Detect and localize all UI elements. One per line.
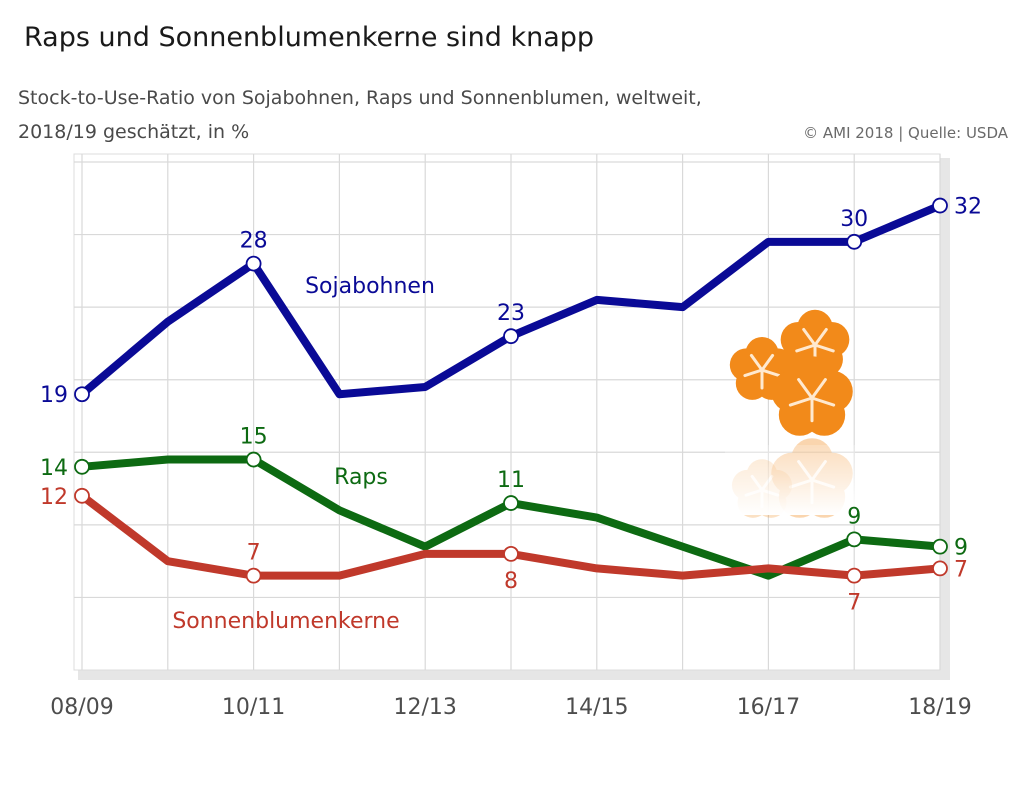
data-point-marker bbox=[503, 328, 519, 345]
chart-subtitle-line-2: 2018/19 geschätzt, in % bbox=[18, 121, 250, 143]
data-label: 15 bbox=[240, 425, 268, 450]
series-name-label: Sonnenblumenkerne bbox=[172, 609, 399, 634]
data-label: 9 bbox=[847, 504, 861, 529]
data-point-marker bbox=[245, 567, 262, 584]
chart-title: Raps und Sonnenblumenkerne sind knapp bbox=[24, 22, 595, 53]
data-label: 28 bbox=[240, 229, 268, 254]
data-point-marker bbox=[503, 545, 519, 562]
data-label: 30 bbox=[840, 207, 868, 232]
data-point-marker bbox=[932, 560, 948, 577]
data-point-marker bbox=[932, 538, 948, 555]
data-point-marker bbox=[846, 531, 863, 548]
data-label: 9 bbox=[954, 536, 968, 561]
data-point-marker bbox=[74, 386, 90, 403]
data-label: 7 bbox=[847, 591, 861, 616]
data-label: 8 bbox=[504, 569, 518, 594]
x-tick-label: 08/09 bbox=[50, 695, 113, 720]
data-label: 19 bbox=[40, 383, 68, 408]
data-point-marker bbox=[74, 487, 90, 504]
data-point-marker bbox=[503, 495, 519, 511]
data-label: 32 bbox=[954, 195, 982, 220]
series-name-label: Sojabohnen bbox=[305, 274, 435, 299]
x-tick-label: 18/19 bbox=[908, 695, 971, 720]
data-label: 11 bbox=[497, 468, 525, 493]
data-point-marker bbox=[932, 197, 948, 214]
data-label: 12 bbox=[40, 485, 68, 510]
data-point-marker bbox=[74, 458, 90, 475]
data-label: 23 bbox=[497, 301, 525, 326]
chart-subtitle-line-1: Stock-to-Use-Ratio von Sojabohnen, Raps … bbox=[18, 87, 702, 109]
data-label: 7 bbox=[247, 541, 261, 566]
data-point-marker bbox=[245, 255, 262, 272]
source-note: © AMI 2018 | Quelle: USDA bbox=[803, 124, 1008, 142]
x-tick-label: 16/17 bbox=[737, 695, 800, 720]
x-tick-label: 12/13 bbox=[393, 695, 456, 720]
data-point-marker bbox=[245, 451, 262, 468]
data-label: 7 bbox=[954, 557, 968, 582]
data-point-marker bbox=[846, 233, 863, 250]
x-tick-label: 10/11 bbox=[222, 695, 285, 720]
orange-flower-icon bbox=[771, 356, 853, 436]
data-label: 14 bbox=[40, 456, 68, 481]
x-tick-label: 14/15 bbox=[565, 695, 628, 720]
series-name-label: Raps bbox=[334, 465, 388, 490]
data-point-marker bbox=[846, 567, 863, 584]
